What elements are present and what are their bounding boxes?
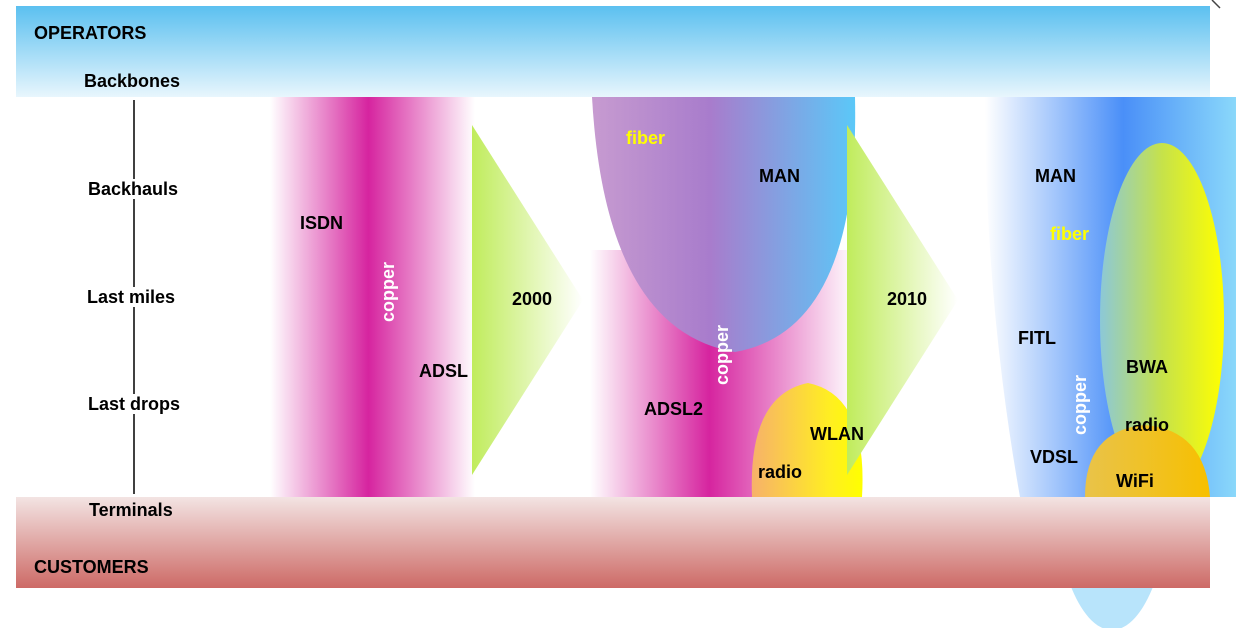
wifi-label: WiFi <box>1116 471 1154 491</box>
vdsl-label: VDSL <box>1030 447 1079 467</box>
fiber-label-2010: fiber <box>626 128 666 148</box>
man-label-2010: MAN <box>759 166 800 186</box>
adsl-label: ADSL <box>419 361 468 381</box>
corner-mark <box>1211 0 1221 9</box>
year-2010-label: 2010 <box>887 289 928 309</box>
level-backbones: Backbones <box>84 71 181 91</box>
fiber-label-3: fiber <box>1050 224 1090 244</box>
adsl2-label: ADSL2 <box>644 399 704 419</box>
level-backhauls: Backhauls <box>86 179 181 199</box>
man-label-3: MAN <box>1035 166 1076 186</box>
wifi-blob <box>1085 425 1210 497</box>
fiber-drop-shape <box>592 97 856 352</box>
copper-label-2000: copper <box>378 261 399 323</box>
fitl-label: FITL <box>1018 328 1056 348</box>
operators-label: OPERATORS <box>34 23 147 43</box>
bwa-label: BWA <box>1126 357 1168 377</box>
radio-blob-2010 <box>751 383 863 497</box>
copper-column-2000 <box>270 97 475 497</box>
bwa-ellipse <box>1100 143 1224 497</box>
arrow-2000 <box>472 125 583 475</box>
copper-label-3: copper <box>1070 374 1091 436</box>
arrow-2010 <box>847 125 958 475</box>
customers-band <box>16 497 1210 588</box>
isdn-label: ISDN <box>300 213 344 233</box>
year-2000-label: 2000 <box>512 289 553 309</box>
radio-label-3: radio <box>1125 415 1170 435</box>
operators-band <box>16 6 1210 97</box>
copper-label-2010: copper <box>712 324 733 386</box>
radio-label-2010: radio <box>758 462 803 482</box>
level-last-miles: Last miles <box>85 287 178 307</box>
wlan-label: WLAN <box>810 424 864 444</box>
level-last-drops: Last drops <box>86 394 183 414</box>
customers-label: CUSTOMERS <box>34 557 149 577</box>
level-terminals: Terminals <box>89 500 173 520</box>
